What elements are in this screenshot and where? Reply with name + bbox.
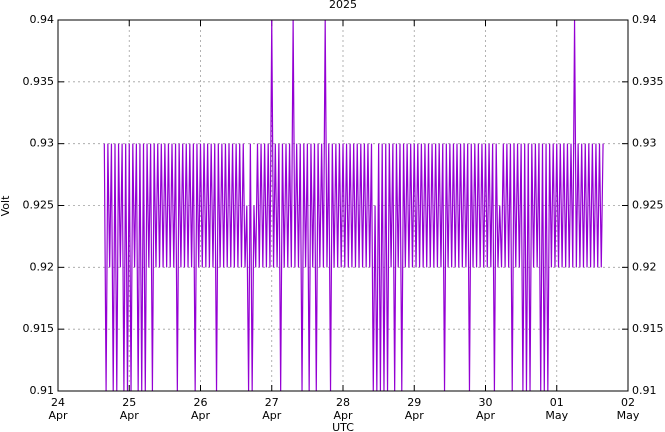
y2-tick-label: 0.915 xyxy=(632,322,664,335)
x-tick-label: 27 Apr xyxy=(262,396,282,422)
x-tick-label: 30 Apr xyxy=(475,396,496,422)
y2-tick-label: 0.93 xyxy=(632,137,657,150)
y2-tick-label: 0.94 xyxy=(632,13,657,26)
x-tick-label: 01 May xyxy=(545,396,569,422)
y2-tick-label: 0.91 xyxy=(632,384,657,397)
y2-tick-label: 0.925 xyxy=(632,199,664,212)
data-line xyxy=(103,19,604,392)
y2-tick-label: 0.935 xyxy=(632,75,664,88)
y2-tick-label: 0.92 xyxy=(632,260,657,273)
y-tick-label: 0.915 xyxy=(23,322,55,335)
x-tick-label: 26 Apr xyxy=(190,396,211,422)
x-tick-label: 25 Apr xyxy=(119,396,139,422)
x-axis-label: UTC xyxy=(332,421,354,432)
y-tick-label: 0.93 xyxy=(30,137,55,150)
y-tick-label: 0.91 xyxy=(30,384,55,397)
x-tick-label: 24 Apr xyxy=(48,396,68,422)
x-tick-label: 29 Apr xyxy=(404,396,424,422)
y-axis-label: Volt xyxy=(0,195,12,216)
plot-frame xyxy=(57,19,629,392)
chart-title: 2025 xyxy=(329,0,357,11)
y-tick-label: 0.935 xyxy=(23,75,55,88)
y-tick-label: 0.925 xyxy=(23,199,55,212)
y-tick-label: 0.94 xyxy=(30,13,55,26)
x-tick-label: 02 May xyxy=(616,396,640,422)
x-tick-label: 28 Apr xyxy=(333,396,353,422)
y-tick-label: 0.92 xyxy=(30,260,55,273)
